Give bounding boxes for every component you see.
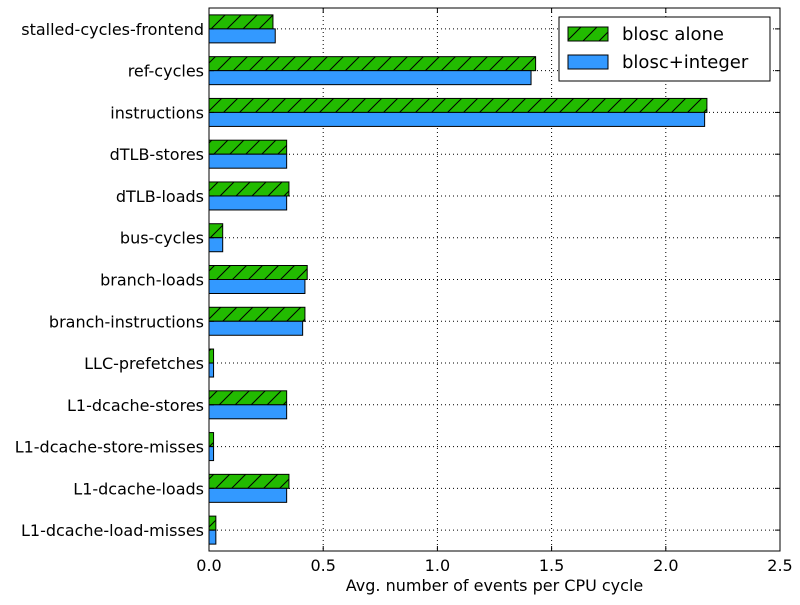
- bar: [208, 195, 288, 211]
- x-tick-label: 0.5: [310, 556, 335, 575]
- bar: [208, 153, 288, 169]
- bar: [208, 320, 304, 336]
- x-tick-label: 1.0: [425, 556, 450, 575]
- bar: [208, 111, 706, 127]
- bar-hatch: [209, 265, 308, 280]
- bar-hatch: [209, 223, 223, 238]
- y-tick-label: stalled-cycles-frontend: [21, 20, 204, 39]
- y-tick-label: LLC-prefetches: [84, 354, 204, 373]
- bar: [208, 28, 276, 44]
- axis-ticks: [208, 8, 781, 551]
- bar-hatch: [209, 14, 273, 29]
- x-tick-label: 1.5: [539, 556, 564, 575]
- x-tick-label: 0.0: [196, 556, 221, 575]
- y-tick-label: branch-instructions: [49, 312, 204, 331]
- x-tick-label: 2.5: [767, 556, 792, 575]
- tick-labels: 0.0 0.5 1.0 1.5 2.0 2.5 stalled-cycles-fronten…: [15, 20, 793, 575]
- bar: [208, 362, 215, 378]
- legend-swatch-hatch: [568, 27, 608, 41]
- bar: [208, 279, 306, 294]
- bar-hatch: [209, 474, 289, 489]
- y-tick-label: instructions: [110, 103, 204, 122]
- bar: [208, 70, 532, 86]
- x-axis-label: Avg. number of events per CPU cycle: [346, 576, 643, 595]
- bar-hatch: [209, 516, 216, 531]
- plot-frame: [208, 7, 781, 552]
- bar-hatch: [209, 56, 536, 71]
- y-tick-label: dTLB-stores: [110, 145, 204, 164]
- bar: [208, 404, 288, 420]
- bar-hatch: [209, 432, 214, 447]
- y-tick-label: L1-dcache-store-misses: [15, 438, 204, 457]
- y-tick-label: L1-dcache-load-misses: [21, 521, 204, 540]
- legend-label: blosc+integer: [622, 52, 749, 73]
- legend: blosc alone blosc+integer: [558, 16, 771, 82]
- bar-hatch: [209, 140, 287, 155]
- legend-label: blosc alone: [622, 24, 724, 45]
- y-tick-label: dTLB-loads: [116, 187, 204, 206]
- bar-hatch: [209, 98, 707, 113]
- y-tick-label: ref-cycles: [128, 62, 204, 81]
- bar: [208, 237, 224, 253]
- y-tick-label: L1-dcache-loads: [73, 479, 204, 498]
- y-tick-label: L1-dcache-stores: [67, 396, 204, 415]
- bar: [208, 487, 288, 503]
- bar-hatch: [209, 307, 305, 322]
- legend-swatch: [567, 54, 609, 70]
- y-tick-label: branch-loads: [100, 271, 204, 290]
- bar-hatch: [209, 349, 214, 364]
- x-tick-label: 2.0: [653, 556, 678, 575]
- bar-hatch: [209, 390, 287, 405]
- bars: [208, 14, 708, 545]
- bar: [208, 446, 215, 462]
- bar: [208, 529, 217, 545]
- y-tick-label: bus-cycles: [120, 229, 204, 248]
- bar-hatch: [209, 181, 289, 196]
